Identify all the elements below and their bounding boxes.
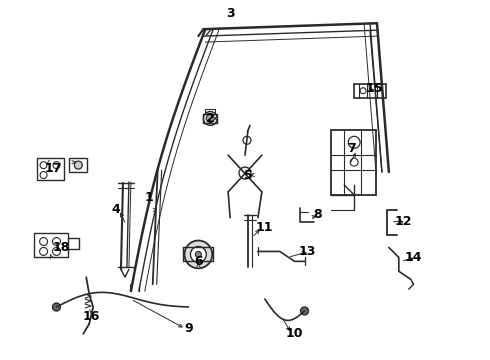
Circle shape xyxy=(300,307,309,315)
Text: 16: 16 xyxy=(82,310,100,323)
Circle shape xyxy=(243,136,251,144)
Circle shape xyxy=(40,172,47,179)
Circle shape xyxy=(191,247,206,262)
Text: 7: 7 xyxy=(347,142,356,155)
Circle shape xyxy=(52,247,60,255)
Circle shape xyxy=(239,167,251,179)
Circle shape xyxy=(52,238,60,246)
Text: 5: 5 xyxy=(244,168,252,181)
Text: 13: 13 xyxy=(299,245,316,258)
Text: 9: 9 xyxy=(184,322,193,336)
Text: 10: 10 xyxy=(286,327,303,340)
Circle shape xyxy=(206,114,214,122)
Text: 1: 1 xyxy=(145,192,153,204)
Circle shape xyxy=(348,136,360,148)
Circle shape xyxy=(52,303,60,311)
Text: 18: 18 xyxy=(53,241,70,254)
Text: 3: 3 xyxy=(226,7,234,20)
Text: 12: 12 xyxy=(395,215,413,228)
Text: 6: 6 xyxy=(194,255,203,268)
Text: 14: 14 xyxy=(405,251,422,264)
Text: 11: 11 xyxy=(255,221,272,234)
Circle shape xyxy=(40,162,47,168)
Circle shape xyxy=(196,251,201,257)
Circle shape xyxy=(53,162,60,168)
Text: 4: 4 xyxy=(112,203,121,216)
Circle shape xyxy=(184,240,212,268)
Text: 15: 15 xyxy=(365,82,383,95)
Circle shape xyxy=(40,238,48,246)
Circle shape xyxy=(40,247,48,255)
Text: 8: 8 xyxy=(313,208,322,221)
Circle shape xyxy=(203,112,217,125)
Circle shape xyxy=(350,158,358,166)
Circle shape xyxy=(360,88,366,94)
Circle shape xyxy=(74,161,82,169)
Text: 17: 17 xyxy=(45,162,62,175)
Text: 2: 2 xyxy=(206,112,215,125)
